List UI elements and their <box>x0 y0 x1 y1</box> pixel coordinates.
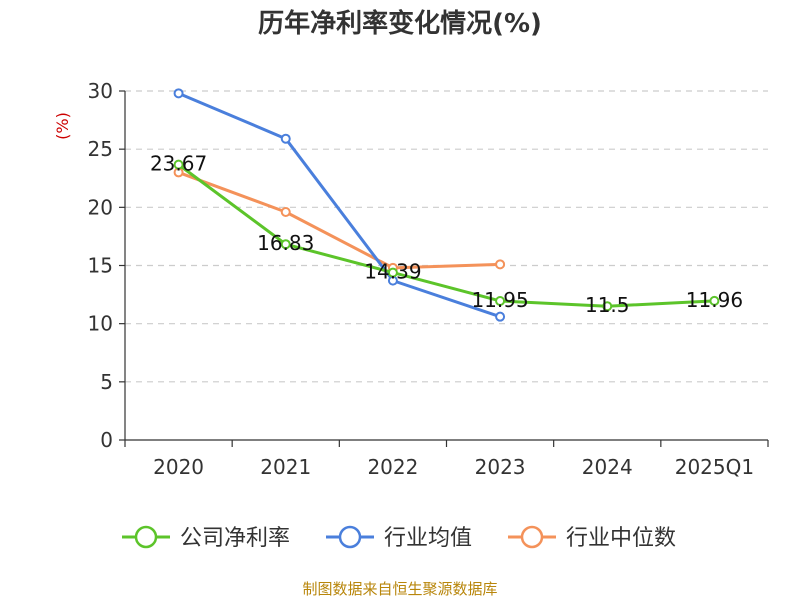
data-labels: 23.67 16.83 14.39 11.95 11.5 11.96 <box>150 152 743 318</box>
legend-swatch-marker <box>520 525 544 549</box>
grid-lines <box>125 90 768 383</box>
y-tick-label: 15 <box>88 254 113 278</box>
y-tick-label: 0 <box>100 428 113 452</box>
y-tick-label: 30 <box>88 79 113 103</box>
series-point-0 <box>387 267 398 278</box>
series-point-0 <box>280 239 291 250</box>
series-point-2 <box>280 206 291 217</box>
data-label: 23.67 <box>150 152 207 176</box>
x-tick-label: 2022 <box>367 455 418 479</box>
x-tick-label: 2020 <box>153 455 204 479</box>
legend-swatch-marker <box>338 525 362 549</box>
x-tick-label: 2024 <box>582 455 633 479</box>
legend: 公司净利率 行业均值 行业中位数 <box>122 525 676 551</box>
series-lines <box>173 88 720 322</box>
y-tick-label: 25 <box>88 137 113 161</box>
x-tick-label: 2021 <box>260 455 311 479</box>
legend-label: 公司净利率 <box>180 526 290 551</box>
y-axis-unit-label: (%) <box>53 112 72 140</box>
series-line-0 <box>177 163 715 308</box>
series-point-0 <box>709 295 720 306</box>
data-label: 11.5 <box>585 293 630 317</box>
data-label: 14.39 <box>364 260 421 284</box>
axes: 0 5 10 15 20 25 30 2020 2021 2022 2023 2024 2025Q1 <box>88 79 769 479</box>
x-tick-label: 2025Q1 <box>675 455 754 479</box>
chart-title: 历年净利率变化情况(%) <box>258 8 542 39</box>
data-label: 11.95 <box>471 288 528 312</box>
series-point-1 <box>495 311 506 322</box>
data-label: 16.83 <box>257 231 314 255</box>
series-point-2 <box>495 259 506 270</box>
series-point-1 <box>173 88 184 99</box>
source-note: 制图数据来自恒生聚源数据库 <box>302 580 497 598</box>
series-point-0 <box>602 301 613 312</box>
series-line-1 <box>177 91 501 319</box>
series-line-2 <box>178 171 501 270</box>
series-point-0 <box>173 159 184 170</box>
x-tick-label: 2023 <box>475 455 526 479</box>
y-tick-label: 10 <box>88 312 113 336</box>
legend-label: 行业中位数 <box>566 526 676 551</box>
legend-label: 行业均值 <box>384 526 472 551</box>
series-point-1 <box>280 133 291 144</box>
y-tick-label: 20 <box>88 195 113 219</box>
y-tick-label: 5 <box>100 370 113 394</box>
legend-swatch-marker <box>134 525 158 549</box>
series-point-0 <box>495 295 506 306</box>
data-label: 11.96 <box>686 288 743 312</box>
